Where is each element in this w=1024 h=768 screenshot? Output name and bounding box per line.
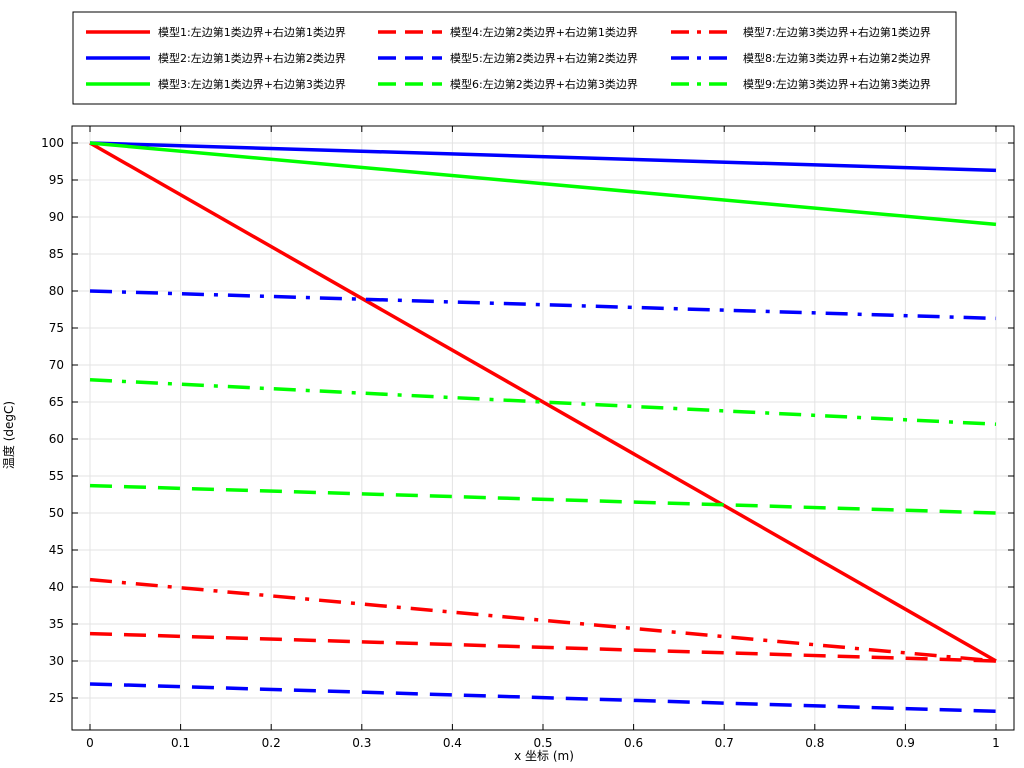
y-tick-label: 45 [49,543,64,557]
x-axis-label: x 坐标 (m) [514,749,574,763]
series-line-7 [89,577,997,663]
x-tick-label: 0.7 [715,736,734,750]
x-tick-label: 0.9 [896,736,915,750]
legend-label-5: 模型5:左边第2类边界+右边第2类边界 [450,51,638,65]
series-line-4 [89,631,997,663]
y-tick-label: 50 [49,506,64,520]
legend: 模型1:左边第1类边界+右边第1类边界模型2:左边第1类边界+右边第2类边界模型… [72,11,957,105]
series-line-6 [89,483,997,515]
legend-box [72,11,957,105]
y-tick-label: 70 [49,358,64,372]
y-tick-label: 100 [41,136,64,150]
x-tick-label: 0.8 [805,736,824,750]
x-tick-label: 1 [992,736,1000,750]
series-line-1 [89,141,997,663]
x-tick-label: 0.3 [352,736,371,750]
x-tick-label: 0.2 [262,736,281,750]
y-tick-label: 60 [49,432,64,446]
y-tick-label: 90 [49,210,64,224]
legend-label-9: 模型9:左边第3类边界+右边第3类边界 [743,77,931,91]
legend-label-7: 模型7:左边第3类边界+右边第1类边界 [743,25,931,39]
y-tick-label: 75 [49,321,64,335]
legend-label-8: 模型8:左边第3类边界+右边第2类边界 [743,51,931,65]
x-tick-label: 0.6 [624,736,643,750]
series-lines [89,141,997,714]
legend-label-1: 模型1:左边第1类边界+右边第1类边界 [158,25,346,39]
legend-label-2: 模型2:左边第1类边界+右边第2类边界 [158,51,346,65]
y-axis-label: 温度 (degC) [1,401,16,469]
y-tick-label: 35 [49,617,64,631]
legend-label-3: 模型3:左边第1类边界+右边第3类边界 [158,77,346,91]
x-tick-label: 0.1 [171,736,190,750]
grid [72,126,1014,730]
y-tick-label: 80 [49,284,64,298]
x-tick-label: 0 [86,736,94,750]
axis-ticks: 0 0.1 0.2 0.3 0.4 0.5 0.6 0.7 0.8 0.9 1 25 30 35 40 45 5… [41,126,1014,750]
x-tick-label: 0.5 [533,736,552,750]
y-tick-label: 85 [49,247,64,261]
x-tick-label: 0.4 [443,736,462,750]
y-tick-label: 40 [49,580,64,594]
y-tick-label: 55 [49,469,64,483]
legend-label-4: 模型4:左边第2类边界+右边第1类边界 [450,25,638,39]
legend-label-6: 模型6:左边第2类边界+右边第3类边界 [450,77,638,91]
series-line-8 [89,289,997,321]
series-line-9 [89,378,997,426]
y-tick-label: 25 [49,691,64,705]
series-line-3 [89,141,997,227]
y-tick-label: 65 [49,395,64,409]
y-tick-label: 95 [49,173,64,187]
series-line-2 [89,141,997,173]
series-line-5 [89,682,997,714]
y-tick-label: 30 [49,654,64,668]
